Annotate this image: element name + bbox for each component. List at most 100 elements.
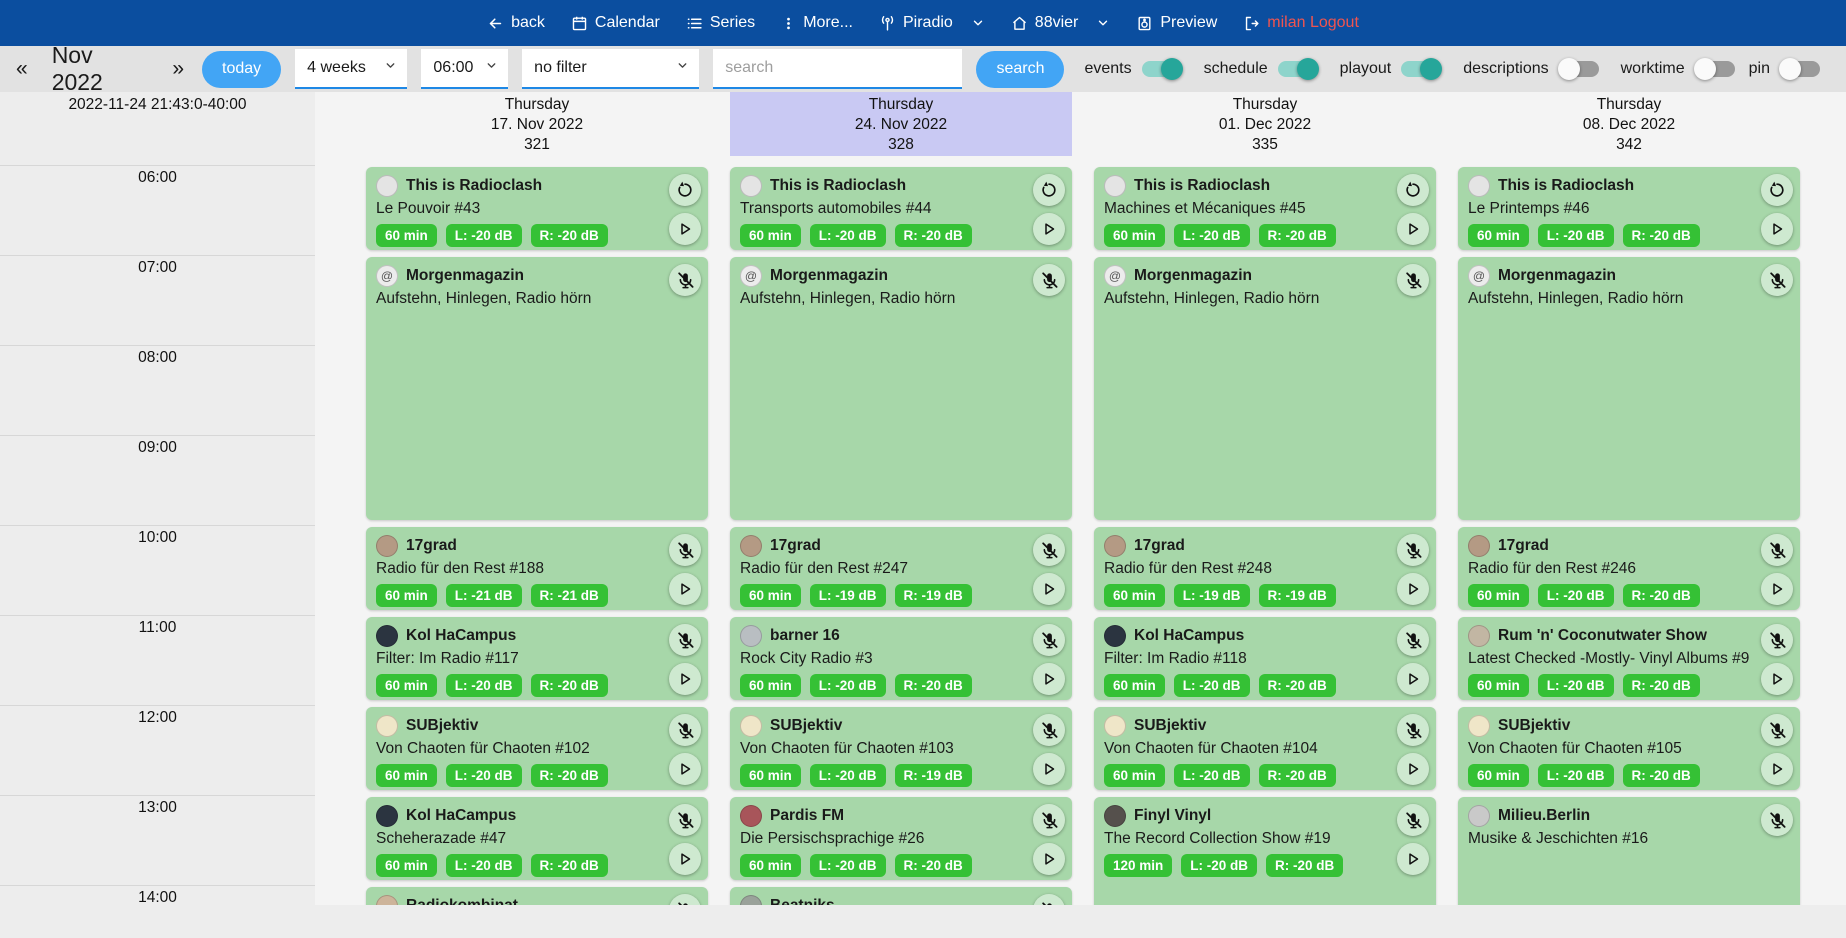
event-card[interactable]: Kol HaCampus Filter: Im Radio #118 60 min L… [1094,617,1436,700]
station-chevron[interactable] [971,16,985,30]
pin-toggle[interactable] [1779,58,1820,80]
start-time-select[interactable]: 06:00 [421,49,509,89]
mic-off-button[interactable] [1033,894,1065,905]
event-card[interactable]: @ Morgenmagazin Aufstehn, Hinlegen, Radio … [730,257,1072,520]
mic-off-button[interactable] [1397,714,1429,746]
mic-off-button[interactable] [1761,714,1793,746]
play-button[interactable] [1397,843,1429,875]
play-button[interactable] [669,663,701,695]
event-card[interactable]: This is Radioclash Le Printemps #46 60 min… [1458,167,1800,250]
filter-select[interactable]: no filter [522,49,700,89]
play-button[interactable] [1397,663,1429,695]
play-button[interactable] [1033,753,1065,785]
mic-off-button[interactable] [1397,624,1429,656]
mic-off-button[interactable] [1033,534,1065,566]
replay-button[interactable] [1761,174,1793,206]
event-card[interactable]: SUBjektiv Von Chaoten für Chaoten #105 60 … [1458,707,1800,790]
event-card[interactable]: Finyl Vinyl The Record Collection Show #1… [1094,797,1436,905]
play-button[interactable] [1397,573,1429,605]
schedule-toggle[interactable] [1277,58,1319,80]
search-input[interactable] [713,49,963,87]
mic-off-button[interactable] [1397,804,1429,836]
mic-off-button[interactable] [1033,624,1065,656]
event-card[interactable]: Rum 'n' Coconutwater Show Latest Checked … [1458,617,1800,700]
event-card[interactable]: Pardis FM Die Persischsprachige #26 60 min… [730,797,1072,880]
event-card[interactable]: 17grad Radio für den Rest #246 60 min L: -2… [1458,527,1800,610]
mic-off-button[interactable] [669,624,701,656]
replay-button[interactable] [1397,174,1429,206]
play-button[interactable] [1033,573,1065,605]
event-card[interactable]: 17grad Radio für den Rest #248 60 min L: -1… [1094,527,1436,610]
event-card[interactable]: 17grad Radio für den Rest #247 60 min L: -1… [730,527,1072,610]
replay-button[interactable] [1033,174,1065,206]
event-card[interactable]: This is Radioclash Machines et Mécaniques… [1094,167,1436,250]
event-card[interactable]: 17grad Radio für den Rest #188 60 min L: -2… [366,527,708,610]
mic-off-button[interactable] [669,534,701,566]
mic-off-button[interactable] [1761,264,1793,296]
play-button[interactable] [1397,753,1429,785]
mic-off-button[interactable] [669,894,701,905]
mic-off-button[interactable] [1397,264,1429,296]
play-button[interactable] [1033,843,1065,875]
mic-off-button[interactable] [669,804,701,836]
event-card[interactable]: Radiokombinat [366,887,708,905]
play-button[interactable] [669,843,701,875]
play-button[interactable] [1761,213,1793,245]
play-button[interactable] [669,573,701,605]
nav-series[interactable]: Series [686,14,755,32]
logout-button[interactable]: milan Logout [1243,14,1359,32]
preview-label: Preview [1160,14,1218,31]
mic-off-button[interactable] [669,714,701,746]
event-card[interactable]: @ Morgenmagazin Aufstehn, Hinlegen, Radio … [1094,257,1436,520]
today-button[interactable]: today [202,50,282,88]
play-button[interactable] [1033,213,1065,245]
back-button[interactable]: back [487,14,545,32]
play-button[interactable] [1761,753,1793,785]
event-card[interactable]: Beatniks [730,887,1072,905]
event-card[interactable]: SUBjektiv Von Chaoten für Chaoten #103 60 … [730,707,1072,790]
mic-off-button[interactable] [1033,264,1065,296]
event-card[interactable]: This is Radioclash Transports automobiles… [730,167,1072,250]
nav-calendar[interactable]: Calendar [571,14,660,32]
play-button[interactable] [1761,663,1793,695]
mic-off-button[interactable] [1033,804,1065,836]
range-select[interactable]: 4 weeks [295,49,408,89]
mic-off-button[interactable] [1761,624,1793,656]
play-button[interactable] [669,213,701,245]
day-header[interactable]: Thursday 24. Nov 2022 328 [730,92,1072,156]
playout-toggle[interactable] [1401,58,1443,80]
worktime-toggle[interactable] [1693,58,1735,80]
mic-off-button[interactable] [1761,804,1793,836]
event-card[interactable]: SUBjektiv Von Chaoten für Chaoten #104 60 … [1094,707,1436,790]
station-selector[interactable]: Piradio [879,14,953,32]
studio-chevron[interactable] [1096,16,1110,30]
next-month-button[interactable]: » [172,57,184,80]
mic-off-button[interactable] [1033,714,1065,746]
play-button[interactable] [1033,663,1065,695]
descriptions-toggle[interactable] [1557,58,1599,80]
day-header[interactable]: Thursday 08. Dec 2022 342 [1458,92,1800,156]
prev-month-button[interactable]: « [16,57,28,80]
nav-more[interactable]: More... [781,14,853,32]
play-button[interactable] [1397,213,1429,245]
preview-button[interactable]: Preview [1136,14,1217,32]
mic-off-button[interactable] [1761,534,1793,566]
studio-selector[interactable]: 88vier [1011,14,1078,32]
event-card[interactable]: @ Morgenmagazin Aufstehn, Hinlegen, Radio … [366,257,708,520]
event-card[interactable]: @ Morgenmagazin Aufstehn, Hinlegen, Radio … [1458,257,1800,520]
day-header[interactable]: Thursday 01. Dec 2022 335 [1094,92,1436,156]
mic-off-button[interactable] [1397,534,1429,566]
play-button[interactable] [1761,573,1793,605]
event-card[interactable]: SUBjektiv Von Chaoten für Chaoten #102 60 … [366,707,708,790]
search-button[interactable]: search [976,50,1065,88]
day-header[interactable]: Thursday 17. Nov 2022 321 [366,92,708,156]
play-button[interactable] [669,753,701,785]
event-card[interactable]: This is Radioclash Le Pouvoir #43 60 min L:… [366,167,708,250]
mic-off-button[interactable] [669,264,701,296]
event-card[interactable]: Kol HaCampus Filter: Im Radio #117 60 min L… [366,617,708,700]
replay-button[interactable] [669,174,701,206]
event-card[interactable]: barner 16 Rock City Radio #3 60 min L: -20 … [730,617,1072,700]
event-card[interactable]: Milieu.Berlin Musike & Jeschichten #16 [1458,797,1800,905]
events-toggle[interactable] [1141,58,1183,80]
event-card[interactable]: Kol HaCampus Scheherazade #47 60 min L: -20… [366,797,708,880]
